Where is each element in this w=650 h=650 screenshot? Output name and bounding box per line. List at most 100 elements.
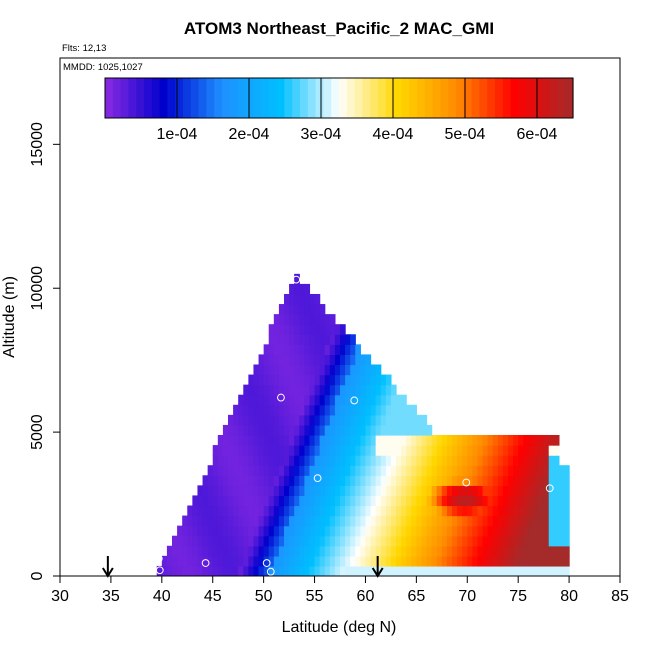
colorbar-segment: [300, 78, 309, 118]
heatmap-cell: [228, 485, 234, 497]
heatmap-cell: [263, 515, 270, 527]
heatmap-cell: [518, 495, 524, 507]
heatmap-cell: [431, 515, 438, 527]
heatmap-cell: [329, 515, 336, 527]
heatmap-cell: [421, 465, 428, 476]
heatmap-cell: [329, 344, 336, 356]
heatmap-cell: [263, 455, 270, 466]
heatmap-cell: [375, 525, 382, 537]
heatmap-cell: [314, 304, 321, 315]
heatmap-cell: [334, 555, 341, 567]
heatmap-cell: [365, 545, 372, 557]
heatmap-cell: [482, 535, 489, 547]
heatmap-cell: [319, 475, 326, 486]
heatmap-cell: [380, 555, 387, 567]
heatmap-cell: [492, 565, 499, 576]
heatmap-cell: [309, 465, 316, 476]
colorbar-segment: [276, 78, 285, 118]
heatmap-cell: [497, 455, 504, 466]
heatmap-cell: [508, 565, 514, 576]
heatmap-cell: [487, 485, 494, 497]
heatmap-cell: [487, 535, 494, 547]
x-tick-label: 40: [153, 588, 171, 605]
heatmap-cell: [457, 525, 463, 537]
heatmap-cell: [548, 434, 555, 446]
heatmap-cell: [289, 475, 295, 486]
heatmap-cell: [411, 545, 417, 557]
colorbar-segment: [198, 78, 207, 118]
colorbar-segment: [463, 78, 473, 118]
heatmap-cell: [329, 394, 336, 406]
heatmap-cell: [299, 283, 305, 295]
heatmap-cell: [482, 475, 489, 486]
heatmap-cell: [273, 525, 280, 537]
y-axis-label: Altitude (m): [1, 276, 18, 358]
heatmap-cell: [350, 475, 356, 486]
heatmap-cell: [228, 515, 234, 527]
heatmap-cell: [396, 475, 402, 486]
heatmap-cell: [533, 505, 540, 517]
heatmap-cell: [228, 424, 234, 436]
heatmap-cell: [253, 495, 260, 507]
heatmap-cell: [258, 515, 265, 527]
heatmap-cell: [319, 555, 326, 567]
heatmap-cell: [294, 545, 300, 557]
colorbar: 1e-04 2e-04 3e-04 4e-04 5e-04 6e-04: [104, 77, 574, 143]
colorbar-segment: [112, 78, 122, 118]
heatmap-cell: [299, 455, 305, 466]
heatmap-cell: [492, 525, 499, 537]
heatmap-cell: [477, 495, 484, 507]
heatmap-cell: [396, 394, 402, 406]
heatmap-cell: [508, 505, 514, 517]
heatmap-cell: [370, 445, 377, 456]
heatmap-cell: [345, 394, 351, 406]
heatmap-cell: [523, 465, 529, 476]
heatmap-cell: [314, 525, 321, 537]
heatmap-cell: [401, 445, 407, 456]
heatmap-cell: [304, 525, 311, 537]
heatmap-cell: [462, 535, 468, 547]
heatmap-cell: [289, 384, 295, 396]
heatmap-cell: [243, 555, 249, 567]
heatmap-cell: [390, 505, 397, 517]
heatmap-cell: [441, 445, 448, 456]
heatmap-cell: [248, 515, 255, 527]
heatmap-cell: [299, 414, 305, 426]
heatmap-cell: [426, 545, 433, 557]
heatmap-cell: [502, 445, 509, 456]
heatmap-cell: [258, 565, 265, 576]
heatmap-cell: [268, 445, 275, 456]
heatmap-cell: [253, 465, 260, 476]
heatmap-cell: [309, 293, 316, 305]
heatmap-cell: [238, 525, 244, 537]
heatmap-cell: [436, 485, 443, 497]
heatmap-cell: [553, 545, 560, 557]
heatmap-cell: [248, 565, 255, 576]
heatmap-cell: [553, 535, 560, 547]
heatmap-cell: [385, 384, 392, 396]
heatmap-cell: [452, 515, 458, 527]
heatmap-cell: [278, 364, 285, 376]
x-tick-label: 35: [102, 588, 120, 605]
heatmap-cell: [487, 565, 494, 576]
heatmap-cell: [355, 344, 361, 356]
heatmap-cell: [273, 434, 280, 446]
heatmap-cell: [197, 525, 204, 537]
heatmap-cell: [197, 545, 204, 557]
colorbar-segment: [502, 78, 512, 118]
heatmap-cell: [396, 505, 402, 517]
heatmap-cell: [411, 404, 417, 416]
heatmap-cell: [289, 344, 295, 356]
heatmap-cell: [304, 404, 311, 416]
heatmap-cell: [319, 455, 326, 466]
sample-point: [266, 567, 275, 576]
heatmap-cell: [365, 525, 372, 537]
heatmap-cell: [334, 324, 341, 335]
heatmap-cell: [528, 525, 535, 537]
heatmap-cell: [385, 465, 392, 476]
heatmap-cell: [513, 565, 519, 576]
heatmap-cell: [268, 455, 275, 466]
heatmap-cell: [462, 465, 468, 476]
heatmap-cell: [238, 414, 244, 426]
heatmap-cell: [238, 535, 244, 547]
